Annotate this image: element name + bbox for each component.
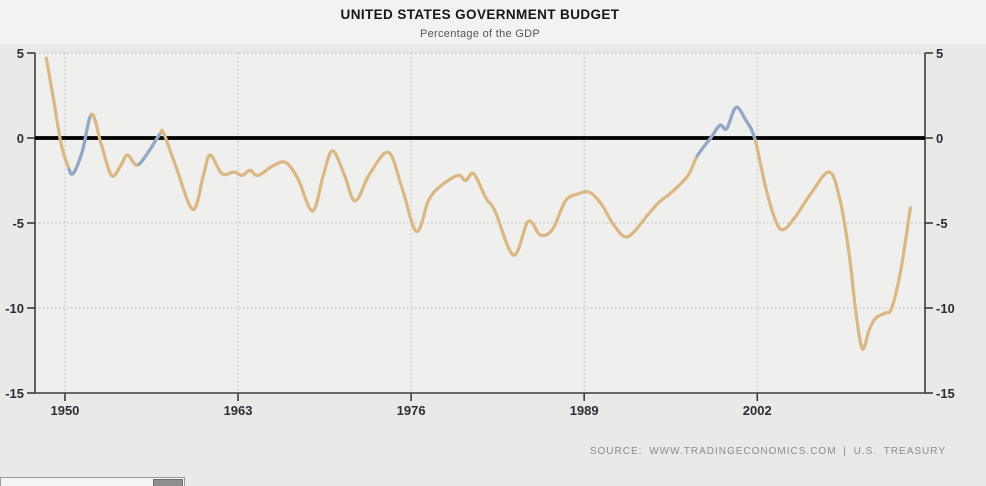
y-axis-label-left: 0 (17, 131, 24, 146)
chart-subtitle: Percentage of the GDP (419, 28, 541, 40)
y-axis-label-right: 0 (936, 131, 943, 146)
highlight-segment (67, 116, 92, 176)
dropdown-arrow-button[interactable] (153, 479, 183, 486)
y-axis-label-right: 5 (936, 46, 943, 61)
y-axis-label-left: -10 (5, 301, 24, 316)
x-axis-label: 1950 (50, 403, 79, 418)
highlight-segment (137, 133, 162, 166)
source-attribution: SOURCE: WWW.TRADINGECONOMICS.COM | U.S. … (589, 446, 946, 457)
partial-dropdown[interactable] (0, 477, 185, 486)
y-axis-label-right: -15 (936, 386, 955, 401)
budget-series-line (44, 56, 913, 351)
y-axis-label-left: -5 (12, 216, 24, 231)
x-axis-label: 2002 (743, 403, 772, 418)
x-axis-label: 1989 (570, 403, 599, 418)
y-axis-label-right: -5 (936, 216, 948, 231)
y-axis-label-right: -10 (936, 301, 955, 316)
header-strip (0, 0, 986, 44)
x-axis-label: 1976 (397, 403, 426, 418)
x-axis-label: 1963 (224, 403, 253, 418)
zero-line (35, 136, 925, 140)
highlight-segment (695, 105, 757, 158)
y-axis-label-left: 5 (17, 46, 24, 61)
chart-title: UNITED STATES GOVERNMENT BUDGET (340, 7, 620, 22)
y-axis-label-left: -15 (5, 386, 24, 401)
